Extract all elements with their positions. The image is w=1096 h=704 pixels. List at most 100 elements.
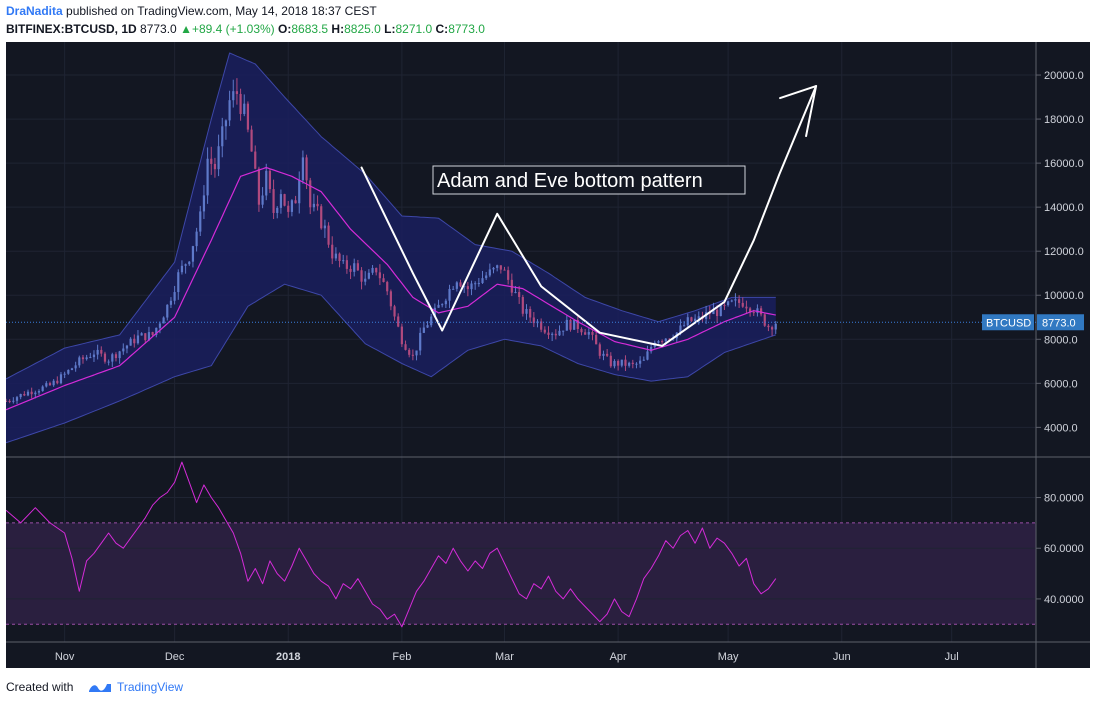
candle bbox=[646, 351, 649, 360]
candle bbox=[719, 305, 722, 317]
candle bbox=[85, 357, 88, 360]
price-tick-label: 12000.0 bbox=[1044, 246, 1084, 258]
annotation-text: Adam and Eve bottom pattern bbox=[437, 170, 703, 192]
candle bbox=[367, 272, 370, 279]
candle bbox=[433, 307, 436, 317]
candle bbox=[228, 100, 231, 121]
last-price: 8773.0 bbox=[140, 22, 177, 36]
candle bbox=[250, 129, 253, 152]
candle bbox=[331, 244, 334, 259]
time-tick-label: Apr bbox=[610, 651, 627, 663]
candle bbox=[774, 323, 777, 330]
candle bbox=[748, 308, 752, 313]
candle bbox=[345, 260, 348, 269]
candle bbox=[30, 391, 33, 395]
ma-line bbox=[5, 166, 776, 411]
time-tick-label: May bbox=[718, 651, 739, 663]
rsi-tick-label: 80.0000 bbox=[1044, 493, 1084, 505]
candle bbox=[353, 263, 356, 272]
candle bbox=[136, 335, 140, 344]
triangle-up-icon: ▲ bbox=[180, 22, 192, 36]
candle bbox=[507, 270, 510, 280]
bollinger-upper-line bbox=[5, 52, 776, 380]
footer: Created with TradingView bbox=[0, 676, 1096, 704]
time-tick-label: Feb bbox=[392, 651, 411, 663]
candle bbox=[12, 400, 15, 402]
candle bbox=[356, 263, 359, 271]
candle bbox=[213, 163, 217, 170]
candle bbox=[151, 332, 154, 335]
rsi-tick-label: 40.0000 bbox=[1044, 594, 1084, 606]
candle bbox=[628, 362, 631, 366]
candle bbox=[59, 374, 63, 384]
candle bbox=[650, 346, 653, 352]
candle bbox=[463, 286, 466, 288]
candle bbox=[118, 351, 121, 359]
candle bbox=[184, 264, 187, 266]
candle bbox=[485, 275, 488, 279]
chart-svg[interactable]: 20000.0 18000.0 16000.0 14000.0 12000.0 10000… bbox=[4, 42, 1090, 668]
candle bbox=[114, 354, 118, 359]
candle bbox=[312, 203, 315, 208]
candle bbox=[140, 333, 143, 336]
candle bbox=[573, 320, 576, 330]
candle bbox=[8, 401, 11, 403]
candle bbox=[254, 151, 257, 169]
candle bbox=[272, 189, 275, 213]
author-link[interactable]: DraNadita bbox=[6, 4, 63, 18]
candle bbox=[129, 338, 132, 346]
candle bbox=[371, 267, 374, 273]
candle bbox=[56, 380, 59, 384]
candle bbox=[327, 225, 330, 245]
close-label: C: bbox=[435, 22, 449, 36]
high-label: H: bbox=[331, 22, 345, 36]
candle bbox=[591, 332, 594, 335]
open-label: O: bbox=[278, 22, 292, 36]
candle bbox=[635, 363, 638, 365]
candle bbox=[316, 203, 319, 207]
candle bbox=[587, 332, 590, 335]
candle bbox=[188, 261, 191, 265]
candle bbox=[89, 357, 92, 359]
candle bbox=[697, 316, 700, 319]
candle bbox=[521, 297, 524, 314]
candle bbox=[686, 317, 689, 326]
chart-area[interactable]: 20000.0 18000.0 16000.0 14000.0 12000.0 10000… bbox=[4, 42, 1090, 668]
candle bbox=[309, 180, 312, 208]
arrow-head bbox=[779, 85, 818, 138]
candle bbox=[15, 397, 19, 401]
candle bbox=[683, 325, 686, 327]
candle bbox=[375, 267, 378, 273]
candle bbox=[514, 292, 517, 294]
candle bbox=[169, 300, 173, 305]
candle bbox=[770, 327, 774, 330]
candle bbox=[551, 333, 554, 335]
tradingview-link[interactable]: TradingView bbox=[117, 680, 184, 694]
candle bbox=[452, 288, 455, 290]
candle bbox=[261, 195, 264, 205]
candle bbox=[162, 317, 165, 324]
candle bbox=[488, 269, 491, 276]
candle bbox=[283, 194, 286, 206]
candle bbox=[741, 302, 744, 307]
ohlc-line: BITFINEX:BTCUSD, 1D 8773.0 ▲+89.4 (+1.03… bbox=[6, 22, 485, 36]
candle bbox=[606, 353, 609, 356]
candle bbox=[745, 306, 748, 309]
candle bbox=[320, 206, 323, 229]
candle bbox=[426, 325, 429, 328]
candle bbox=[81, 357, 85, 360]
candle bbox=[441, 304, 444, 306]
candle bbox=[727, 301, 730, 306]
candle bbox=[565, 319, 568, 331]
candle bbox=[338, 253, 341, 262]
candle bbox=[26, 391, 30, 396]
candle bbox=[45, 383, 48, 387]
candle bbox=[34, 392, 37, 395]
candle bbox=[437, 304, 440, 308]
candle bbox=[499, 265, 502, 270]
rsi-line bbox=[5, 461, 777, 628]
candle bbox=[547, 332, 550, 335]
candle bbox=[199, 211, 202, 232]
price-tick-label: 6000.0 bbox=[1044, 378, 1078, 390]
candle bbox=[532, 317, 535, 324]
